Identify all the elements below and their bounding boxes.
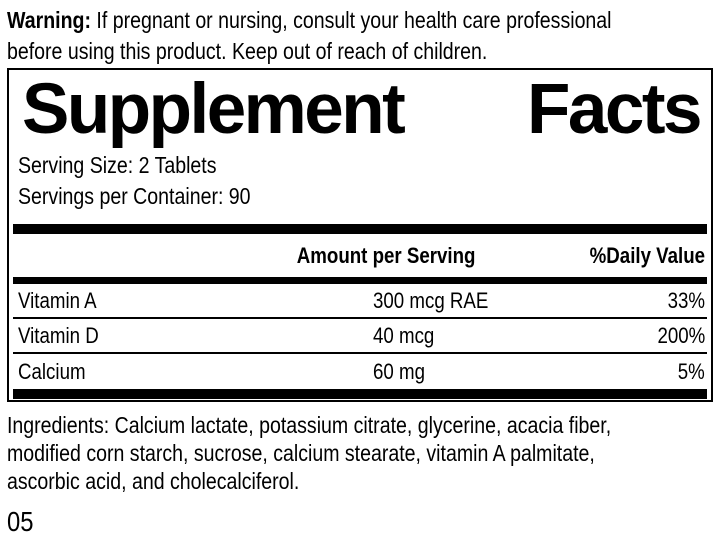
warning-line-1-rest: If pregnant or nursing, consult your hea… xyxy=(90,7,612,33)
serving-size: Serving Size: 2 Tablets xyxy=(18,152,217,178)
warning-line-2: before using this product. Keep out of r… xyxy=(7,38,488,64)
table-row-calcium: Calcium 60 mg 5% xyxy=(13,354,707,389)
warning-line-1: Warning: If pregnant or nursing, consult… xyxy=(7,5,612,36)
nutrient-amount-text: 60 mg xyxy=(373,358,425,384)
product-code-text: 05 xyxy=(7,506,34,537)
table-top-rule xyxy=(13,224,707,234)
nutrient-name: Vitamin D xyxy=(13,323,365,349)
nutrient-daily-value: 200% xyxy=(565,323,707,349)
nutrient-name-text: Vitamin D xyxy=(18,322,99,348)
column-header-amount: Amount per Serving xyxy=(296,242,476,268)
table-row-vitamin-a: Vitamin A 300 mcg RAE 33% xyxy=(13,284,707,319)
panel-title-word-1: Supplement xyxy=(22,70,406,149)
panel-title-word-2: Facts xyxy=(527,70,702,149)
nutrient-name: Calcium xyxy=(13,359,365,385)
ingredients-text: Ingredients: Calcium lactate, potassium … xyxy=(7,411,718,495)
nutrient-daily-value-text: 200% xyxy=(657,322,705,348)
nutrient-amount-text: 300 mcg RAE xyxy=(373,287,489,313)
nutrient-name: Vitamin A xyxy=(13,288,365,314)
servings-per-container: Servings per Container: 90 xyxy=(18,183,251,209)
nutrient-daily-value: 33% xyxy=(565,288,707,314)
column-header-daily-value: %Daily Value xyxy=(589,242,706,268)
panel-title: Supplement Facts xyxy=(13,73,707,148)
nutrient-daily-value: 5% xyxy=(565,359,707,385)
table-row-vitamin-d: Vitamin D 40 mcg 200% xyxy=(13,319,707,354)
table-header-row: Amount per Serving %Daily Value xyxy=(13,234,707,277)
warning-text: Warning: If pregnant or nursing, consult… xyxy=(7,5,718,67)
nutrient-name-text: Calcium xyxy=(18,358,86,384)
serving-info: Serving Size: 2 Tablets Servings per Con… xyxy=(13,150,707,212)
nutrient-daily-value-text: 5% xyxy=(677,358,705,384)
nutrient-amount: 40 mcg xyxy=(365,323,565,349)
nutrient-amount-text: 40 mcg xyxy=(373,322,435,348)
header-separator-rule xyxy=(13,277,707,284)
ingredients-line-3: ascorbic acid, and cholecalciferol. xyxy=(7,468,300,494)
ingredients-line-2: modified corn starch, sucrose, calcium s… xyxy=(7,440,595,466)
supplement-facts-panel: Supplement Facts Serving Size: 2 Tablets… xyxy=(7,68,713,402)
nutrient-name-text: Vitamin A xyxy=(18,287,97,313)
nutrient-daily-value-text: 33% xyxy=(667,287,705,313)
nutrient-amount: 300 mcg RAE xyxy=(365,288,565,314)
table-bottom-rule xyxy=(13,389,707,399)
product-code: 05 xyxy=(7,505,38,539)
nutrient-amount: 60 mg xyxy=(365,359,565,385)
warning-label: Warning: xyxy=(7,7,91,33)
ingredients-line-1: Ingredients: Calcium lactate, potassium … xyxy=(7,412,612,438)
